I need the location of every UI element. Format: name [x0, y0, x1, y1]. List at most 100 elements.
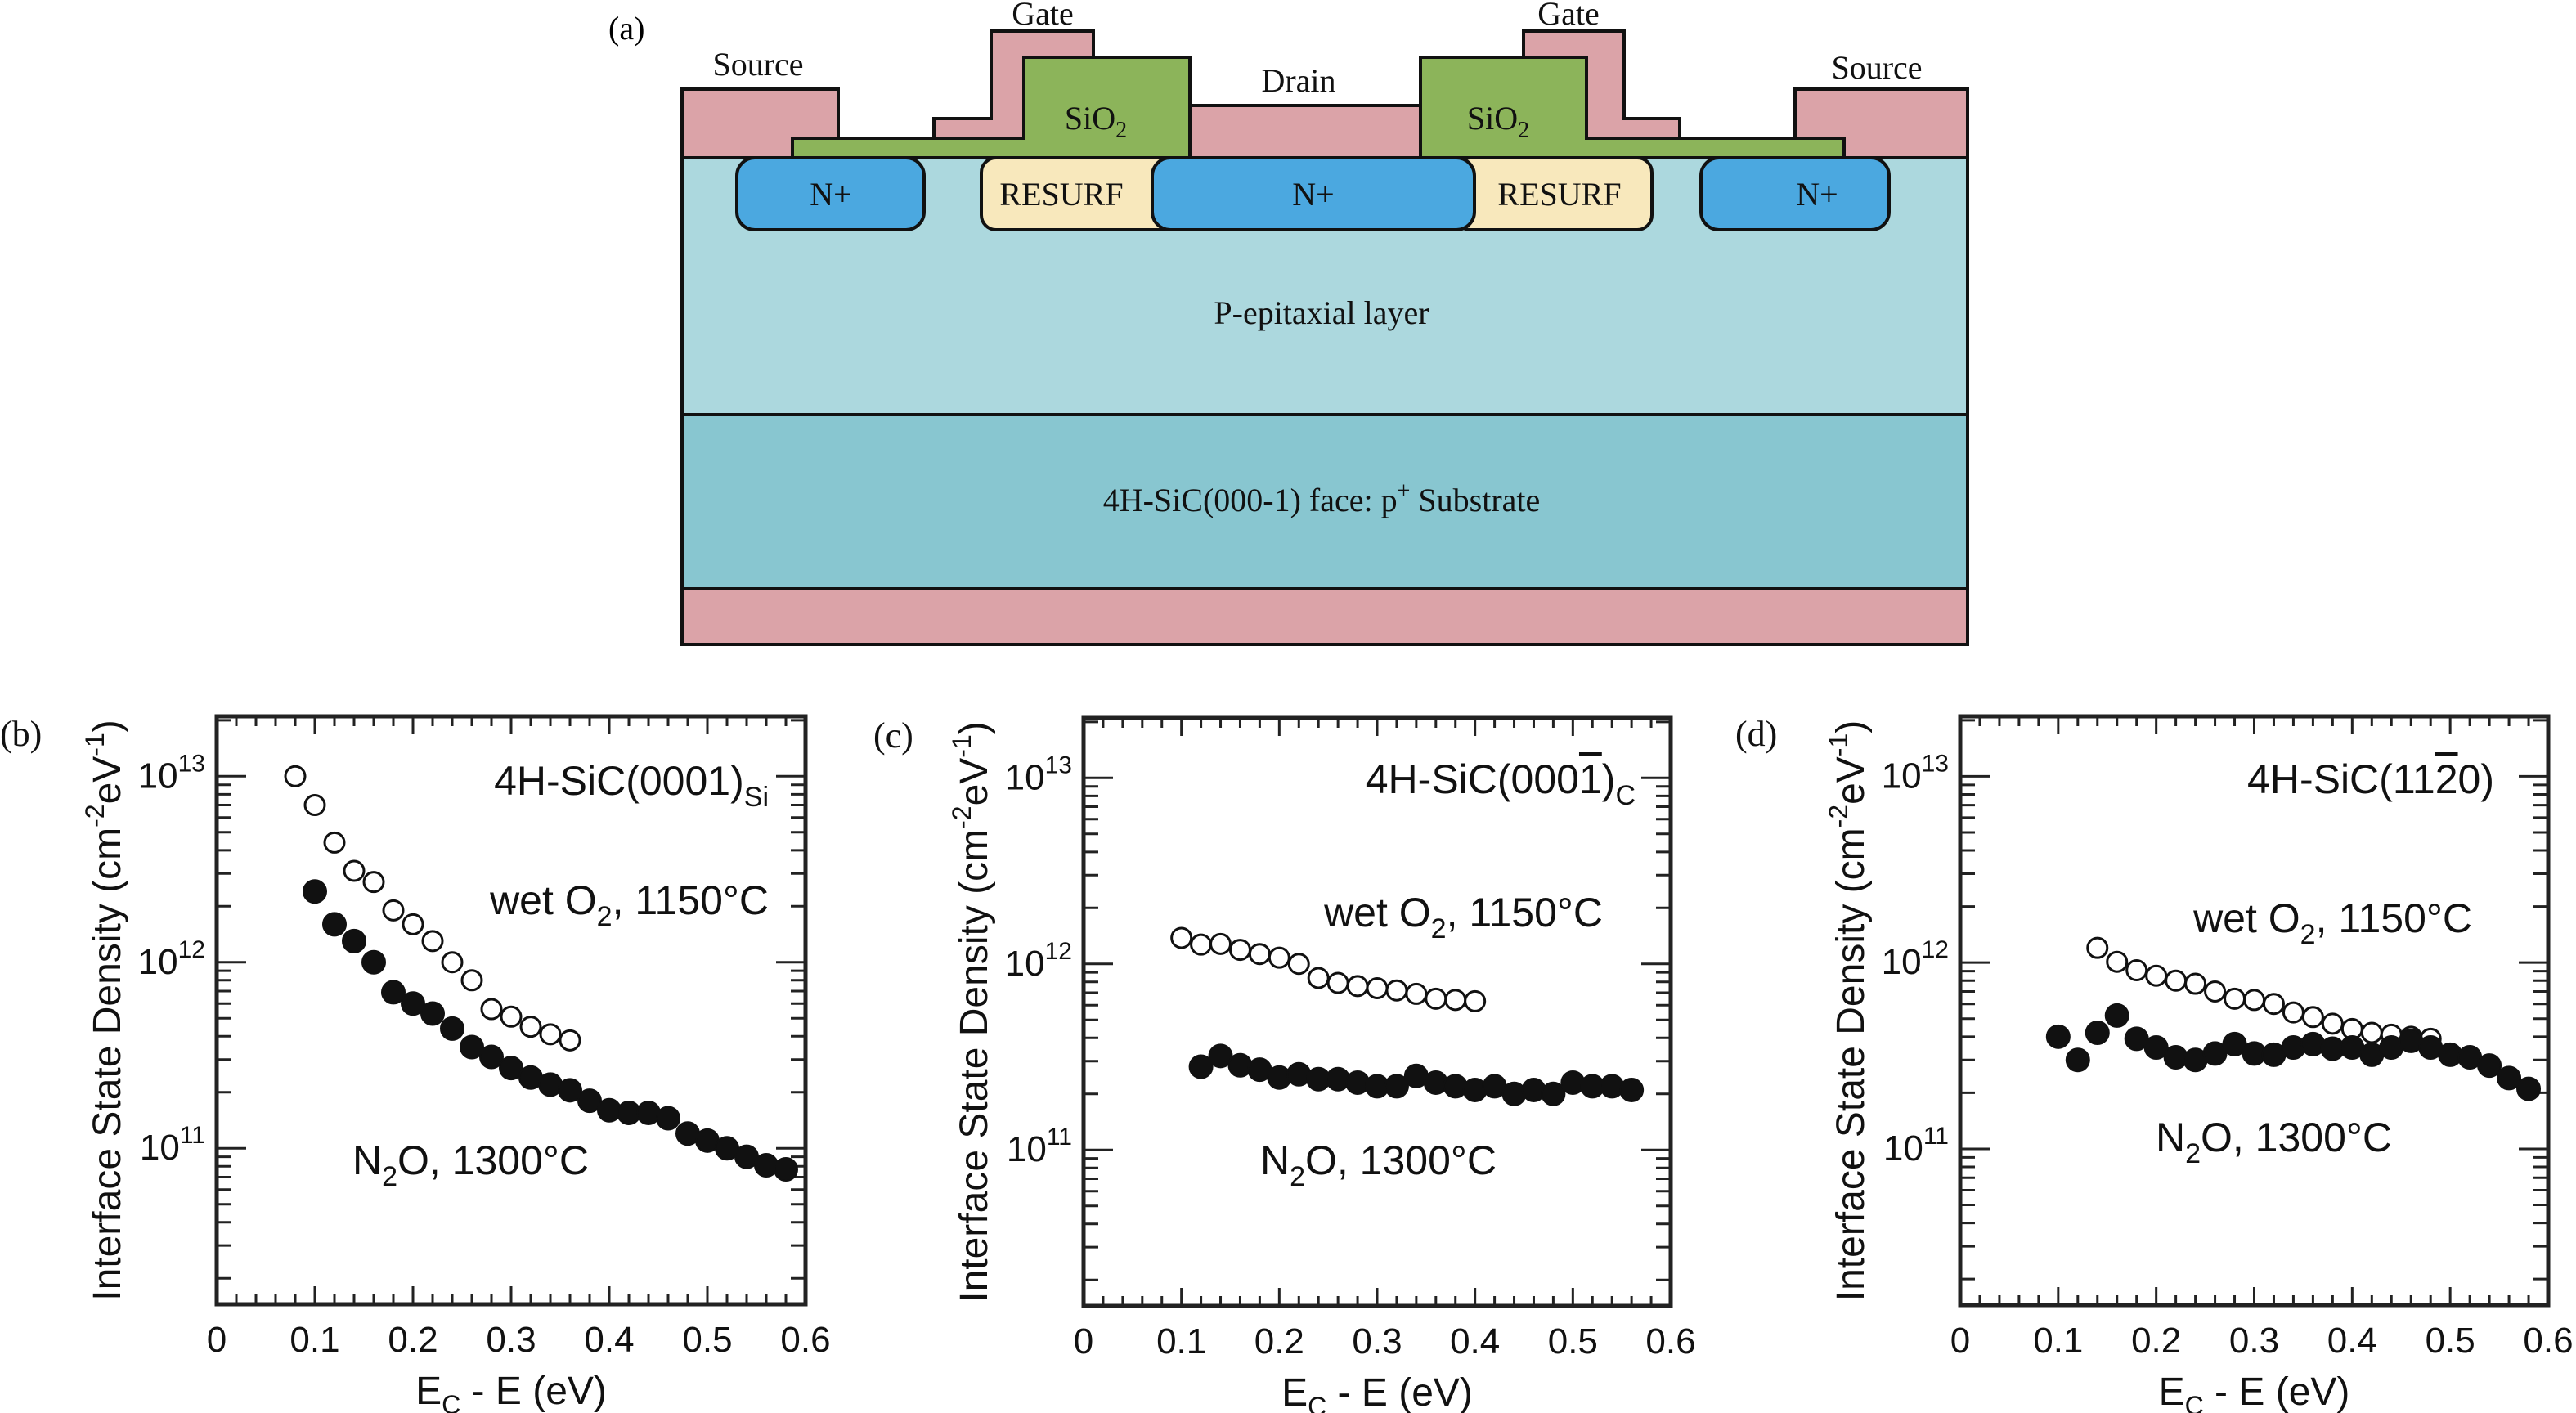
oxide-left-label: SiO2 [1065, 100, 1127, 143]
data-point-open [2282, 1001, 2304, 1024]
y-tick-label: 1012 [1005, 938, 1072, 984]
data-point-open [1228, 939, 1251, 962]
nplus-middle-label: N+ [1292, 176, 1334, 213]
data-point-open [2086, 936, 2109, 959]
data-point-open [284, 765, 307, 787]
wet-o2-annotation: wet O2, 1150°C [1323, 890, 1603, 944]
x-tick-label: 0.4 [1450, 1321, 1500, 1361]
x-tick-label: 0 [1074, 1321, 1093, 1361]
data-point-open [1268, 946, 1290, 969]
x-axis-label: EC - E (eV) [415, 1370, 607, 1413]
data-point-open [2243, 989, 2265, 1012]
n2o-annotation: N2O, 1300°C [352, 1137, 589, 1192]
data-point-open [1307, 967, 1330, 989]
series-wet-o2 [1170, 926, 1487, 1012]
y-tick-label: 1011 [1883, 1123, 1949, 1169]
data-point-filled [2497, 1065, 2522, 1091]
data-point-filled [1384, 1074, 1409, 1099]
data-point-filled [2222, 1031, 2247, 1056]
x-tick-label: 0.5 [682, 1320, 732, 1360]
series-n2o [2045, 1003, 2542, 1101]
data-point-filled [2477, 1053, 2502, 1079]
data-point-filled [381, 980, 406, 1005]
data-point-open [1287, 953, 1310, 976]
x-tick-label: 0.5 [2426, 1321, 2475, 1361]
y-axis-label: Interface State Density (cm-2eV-1) [1824, 720, 1873, 1302]
drain-label: Drain [1261, 62, 1335, 99]
x-tick-label: 0 [1950, 1321, 1970, 1361]
x-tick-label: 0.3 [1352, 1321, 1402, 1361]
y-tick-label: 1012 [138, 936, 205, 982]
panel-label: (c) [873, 715, 913, 756]
x-tick-label: 0.1 [1156, 1321, 1206, 1361]
y-tick-label: 1012 [1882, 936, 1949, 982]
back-contact-layer [680, 587, 1969, 646]
data-point-open [1405, 982, 1428, 1005]
data-point-open [303, 794, 326, 817]
data-point-filled [656, 1106, 680, 1131]
data-point-open [2106, 950, 2129, 973]
data-point-filled [2104, 1003, 2129, 1028]
data-point-open [1464, 989, 1487, 1012]
x-tick-label: 0.2 [1254, 1321, 1304, 1361]
panel-label: (d) [1735, 714, 1777, 754]
plot-frame [1081, 715, 1673, 1308]
panel-title: 4H-SiC(0001)Si [494, 758, 769, 813]
data-point-open [1326, 971, 1349, 994]
x-tick-label: 0.2 [388, 1320, 438, 1360]
data-point-open [323, 831, 346, 854]
data-point-open [460, 969, 483, 992]
data-point-filled [1619, 1077, 1645, 1102]
series-wet-o2 [2086, 936, 2442, 1050]
x-tick-label: 0.3 [486, 1320, 536, 1360]
data-point-open [421, 930, 444, 953]
gate-right-label: Gate [1537, 0, 1600, 32]
series-n2o [1188, 1043, 1645, 1106]
data-point-open [480, 998, 503, 1020]
y-tick-label: 1011 [1007, 1124, 1072, 1169]
y-axis-label: Interface State Density (cm-2eV-1) [80, 720, 129, 1301]
data-point-filled [440, 1016, 464, 1041]
x-tick-label: 0.1 [2033, 1321, 2083, 1361]
data-point-filled [342, 928, 366, 953]
series-wet-o2 [284, 765, 581, 1052]
x-tick-label: 0.6 [1645, 1321, 1695, 1361]
data-point-open [343, 859, 366, 882]
data-point-open [1190, 933, 1213, 956]
x-tick-label: 0.6 [2523, 1321, 2573, 1361]
data-point-filled [460, 1034, 484, 1060]
data-point-open [382, 899, 405, 922]
x-tick-label: 0.2 [2131, 1321, 2181, 1361]
data-point-open [1425, 987, 1447, 1010]
panel-title: 4H-SiC(0001)C [1366, 756, 1636, 811]
data-point-open [2321, 1012, 2344, 1035]
drain-contact [1188, 104, 1422, 159]
data-point-open [559, 1029, 581, 1052]
dit-plots: (b) 0 0.1 0.2 0.3 0.4 0.5 0.6 1013 1012 1011 EC - E… [0, 714, 2574, 1413]
data-point-open [2224, 987, 2246, 1010]
x-tick-label: 0.4 [2327, 1321, 2377, 1361]
data-point-open [2125, 959, 2148, 982]
n2o-annotation: N2O, 1300°C [2156, 1115, 2392, 1169]
data-point-open [1209, 932, 1232, 955]
panel-label: (b) [0, 714, 42, 754]
data-point-filled [303, 879, 327, 904]
data-point-open [1170, 926, 1193, 949]
data-point-open [402, 913, 424, 935]
data-point-open [362, 871, 385, 894]
nplus-region-right [1699, 156, 1891, 231]
substrate-layer [680, 413, 1969, 590]
nplus-right-label: N+ [1796, 176, 1838, 213]
data-point-filled [361, 949, 386, 975]
wet-o2-annotation: wet O2, 1150°C [2192, 895, 2472, 950]
data-point-open [2145, 964, 2168, 987]
data-point-open [500, 1005, 523, 1028]
y-tick-label: 1013 [1005, 751, 1072, 797]
x-tick-label: 0 [207, 1320, 227, 1360]
data-point-open [1346, 975, 1369, 998]
series-n2o [303, 879, 798, 1182]
n2o-annotation: N2O, 1300°C [1260, 1137, 1497, 1192]
data-point-filled [1208, 1043, 1233, 1069]
y-tick-label: 1013 [138, 750, 205, 796]
